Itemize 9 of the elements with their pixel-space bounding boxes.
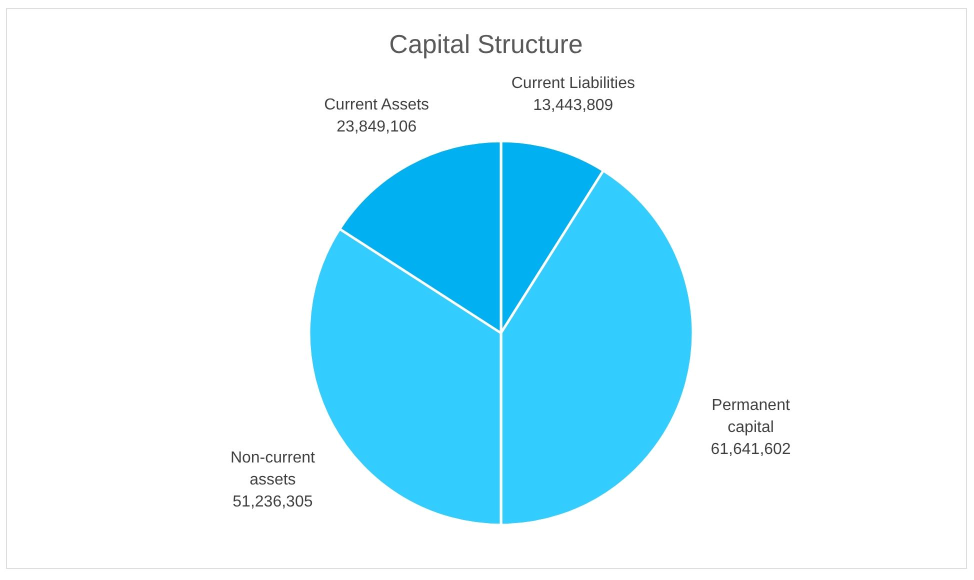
slice-label: Current Assets bbox=[324, 96, 430, 114]
data-label: 61,641,602 bbox=[710, 441, 791, 458]
slice-label: Permanent capital bbox=[712, 397, 790, 436]
data-label: 23,849,106 bbox=[336, 118, 417, 136]
data-label: 13,443,809 bbox=[533, 97, 614, 114]
data-label: 51,236,305 bbox=[232, 493, 313, 510]
slice-label: Current Liabilities bbox=[511, 75, 635, 92]
chart-title: Capital Structure bbox=[389, 29, 583, 59]
slice-label: Non-current assets bbox=[230, 449, 316, 488]
